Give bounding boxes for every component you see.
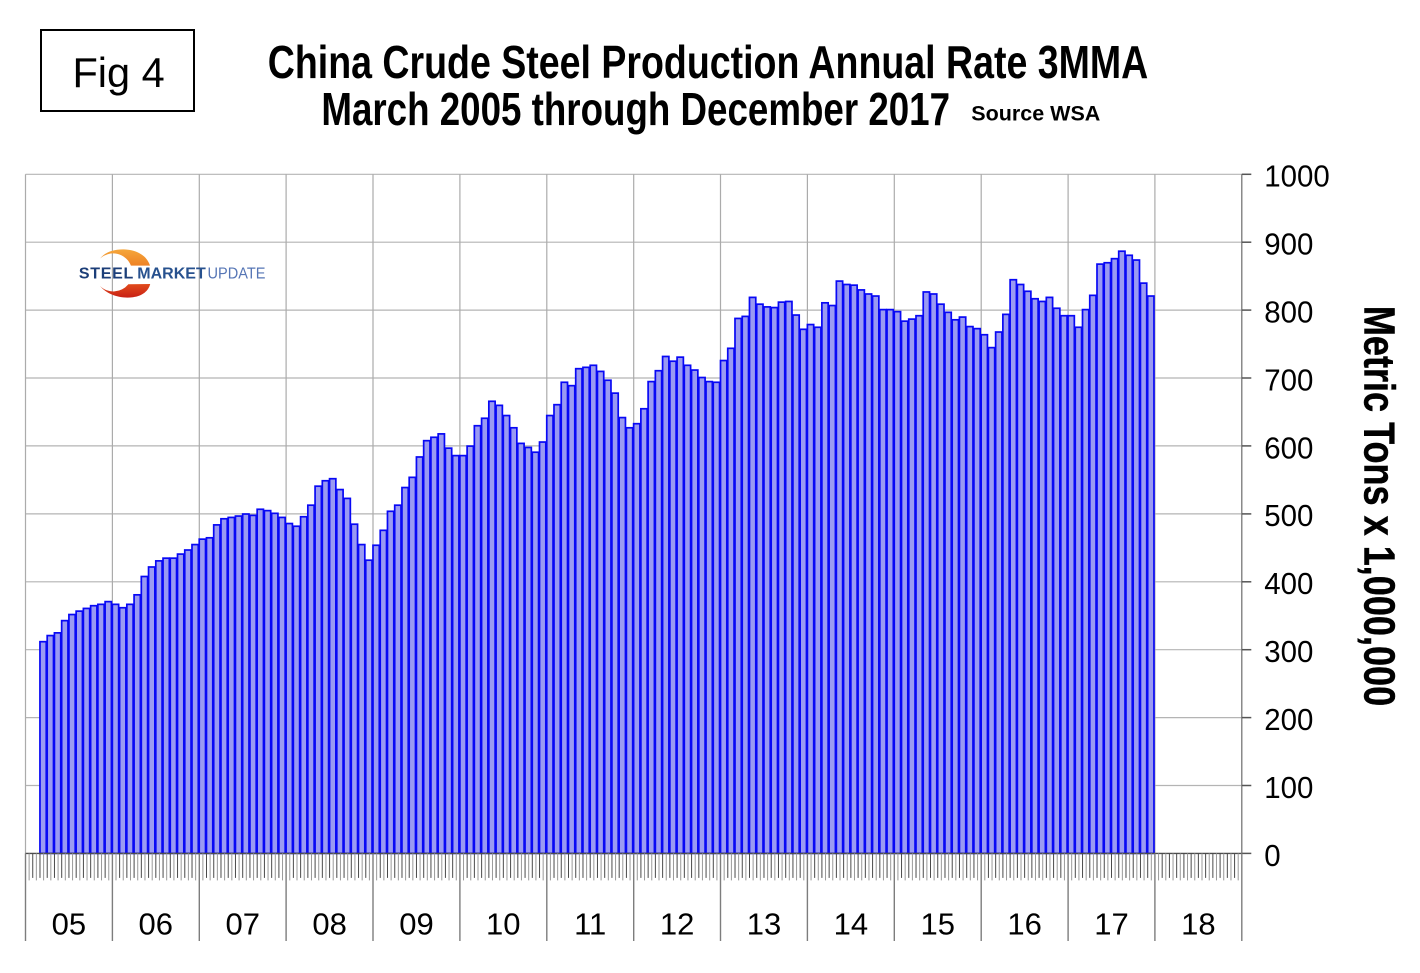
svg-text:14: 14	[834, 907, 868, 942]
svg-text:700: 700	[1264, 364, 1313, 398]
svg-text:200: 200	[1264, 703, 1313, 737]
svg-text:100: 100	[1264, 771, 1313, 805]
svg-text:STEEL: STEEL	[79, 266, 134, 283]
svg-text:1000: 1000	[1264, 160, 1329, 194]
svg-text:400: 400	[1264, 568, 1313, 602]
svg-text:0: 0	[1264, 839, 1280, 873]
svg-text:10: 10	[486, 907, 520, 942]
svg-text:Source WSA: Source WSA	[971, 102, 1100, 126]
svg-text:800: 800	[1264, 296, 1313, 330]
svg-text:09: 09	[399, 907, 433, 942]
svg-text:March 2005 through December 20: March 2005 through December 2017	[321, 83, 950, 135]
svg-text:Metric Tons x 1,000,000: Metric Tons x 1,000,000	[1355, 306, 1404, 706]
svg-text:13: 13	[747, 907, 781, 942]
svg-text:China Crude Steel Production A: China Crude Steel Production Annual Rate…	[268, 36, 1148, 88]
svg-text:05: 05	[52, 907, 86, 942]
svg-text:600: 600	[1264, 432, 1313, 466]
svg-text:06: 06	[139, 907, 173, 942]
svg-text:08: 08	[312, 907, 346, 942]
svg-text:900: 900	[1264, 228, 1313, 262]
svg-text:300: 300	[1264, 635, 1313, 669]
svg-text:18: 18	[1181, 907, 1215, 942]
svg-text:17: 17	[1094, 907, 1128, 942]
svg-text:11: 11	[574, 907, 606, 942]
svg-text:Fig 4: Fig 4	[72, 49, 164, 96]
svg-text:15: 15	[920, 907, 954, 942]
svg-text:UPDATE: UPDATE	[208, 265, 266, 283]
svg-text:MARKET: MARKET	[137, 266, 206, 283]
svg-text:12: 12	[660, 907, 694, 942]
svg-text:500: 500	[1264, 500, 1313, 534]
svg-text:07: 07	[225, 907, 259, 942]
svg-text:16: 16	[1007, 907, 1041, 942]
